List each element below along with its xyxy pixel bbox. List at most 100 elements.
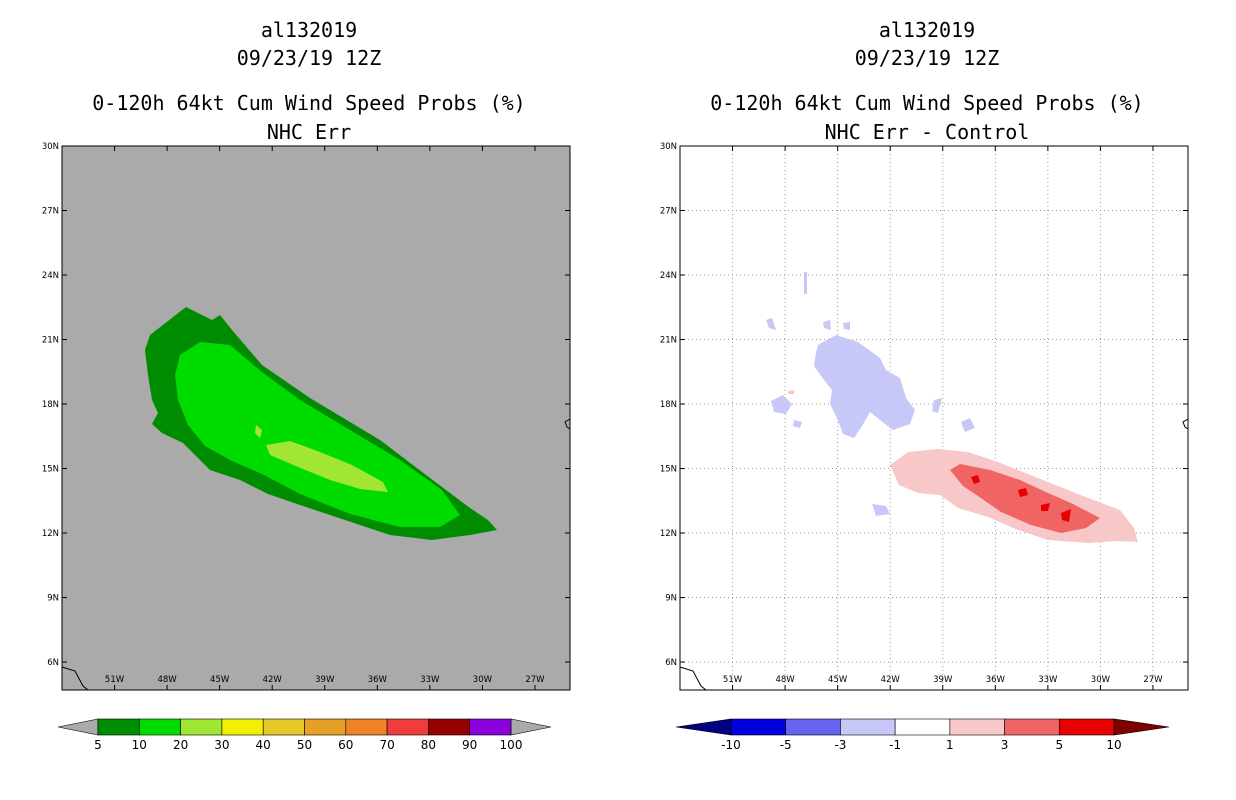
coastline-sa <box>61 666 89 691</box>
storm-id: al132019 <box>878 18 976 42</box>
lon-tick-label: 30W <box>1091 675 1111 685</box>
lat-tick-label: 27N <box>42 207 59 217</box>
lon-tick-label: 39W <box>933 675 953 685</box>
map-right: 51W 48W 45W 42W 39W 36W 33W 30W 27W 30N 27N 24N 21N 1… <box>660 142 1189 752</box>
map-border <box>61 145 571 691</box>
map-left: 51W 48W 45W 42W 39W 36W 33W 30W 27W 30N 27N 24N 21N 1… <box>42 142 571 752</box>
colorbar-box <box>894 718 951 736</box>
colorbar-box <box>97 718 140 736</box>
lon-tick-label: 48W <box>157 675 177 685</box>
colorbar-box <box>785 718 841 736</box>
lon-tick-label: 42W <box>263 675 283 685</box>
contour-neg-1-3-main <box>814 335 915 438</box>
lon-tick-label: 51W <box>105 675 125 685</box>
datetime: 09/23/19 12Z <box>236 46 382 70</box>
lat-tick-label: 9N <box>47 594 59 604</box>
lat-tick-label: 6N <box>47 658 59 668</box>
colorbar-label: -5 <box>780 738 792 752</box>
colorbar-label: 5 <box>1055 738 1063 752</box>
lat-tick-label: 21N <box>42 336 59 346</box>
contour-pos-1-3-dot <box>788 390 794 394</box>
lon-tick-label: 33W <box>1038 675 1058 685</box>
lat-tick-label: 24N <box>660 271 677 281</box>
colorbar-label: 50 <box>297 738 312 752</box>
colorbar-label: -1 <box>889 738 901 752</box>
contour-neg-1-3-dot3 <box>843 322 850 330</box>
colorbar-label: -10 <box>721 738 741 752</box>
colorbar-under-triangle <box>57 718 99 736</box>
contour-neg-1-3-dot4 <box>932 398 942 413</box>
coastline-sa <box>679 666 707 691</box>
colorbar-label: 60 <box>338 738 353 752</box>
lat-tick-label: 30N <box>660 142 677 152</box>
colorbar-label: 20 <box>173 738 188 752</box>
colorbar-box <box>262 718 305 736</box>
axis-ticks-left: 51W 48W 45W 42W 39W 36W 33W 30W 27W 30N 27N 24N 21N 1… <box>42 142 570 690</box>
coastline-africa <box>1182 418 1189 430</box>
storm-id: al132019 <box>260 18 358 42</box>
lon-tick-label: 45W <box>828 675 848 685</box>
contour-neg-1-3-dot1 <box>766 318 776 330</box>
colorbar-box <box>221 718 264 736</box>
colorbar-box <box>386 718 429 736</box>
lat-tick-label: 18N <box>660 400 677 410</box>
lat-tick-label: 18N <box>42 400 59 410</box>
contour-pos-5-10-a <box>971 475 980 484</box>
map-border <box>679 145 1189 691</box>
contour-pos-5-10-b <box>1018 488 1028 497</box>
panel-nhc-err-control: al132019 09/23/19 12Z 0-120h 64kt Cum Wi… <box>618 0 1236 800</box>
colorbar-box <box>949 718 1005 736</box>
chart-title: 0-120h 64kt Cum Wind Speed Probs (%) <box>710 91 1144 115</box>
map-background <box>680 146 1188 690</box>
colorbar-box <box>1004 718 1060 736</box>
colorbar-under-triangle <box>675 718 732 736</box>
colorbar-label: 70 <box>379 738 394 752</box>
colorbar-label: 10 <box>1106 738 1121 752</box>
colorbar-label: 40 <box>256 738 271 752</box>
colorbar-box <box>304 718 347 736</box>
contour-neg-1-3-west <box>771 395 792 414</box>
colorbar-right: -10 -5 -3 -1 1 3 5 10 <box>675 718 1170 752</box>
contour-neg-1-3-dot5 <box>872 504 890 516</box>
contour-10-20 <box>175 342 460 527</box>
contour-neg-1-3-east <box>961 418 975 432</box>
colorbar-box <box>139 718 181 736</box>
contour-neg-1-3-dot2 <box>823 320 831 330</box>
colorbar-box <box>469 718 512 736</box>
colorbar-label: 90 <box>462 738 477 752</box>
map-frame-right <box>679 145 1189 691</box>
lon-tick-label: 51W <box>723 675 743 685</box>
lon-tick-label: 27W <box>525 675 545 685</box>
map-frame-left <box>61 145 571 691</box>
lat-tick-label: 15N <box>660 465 677 475</box>
colorbar-box <box>730 718 787 736</box>
colorbar-box <box>428 718 470 736</box>
lat-tick-label: 27N <box>660 207 677 217</box>
panel-nhc-err: al132019 09/23/19 12Z 0-120h 64kt Cum Wi… <box>42 18 571 752</box>
lat-tick-label: 21N <box>660 336 677 346</box>
colorbar-label: 100 <box>500 738 523 752</box>
lat-tick-label: 30N <box>42 142 59 152</box>
lon-tick-label: 36W <box>368 675 388 685</box>
colorbar-box <box>180 718 223 736</box>
colorbar-label: 30 <box>214 738 229 752</box>
lon-tick-label: 42W <box>881 675 901 685</box>
contour-20-30 <box>266 441 388 492</box>
colorbar-over-triangle <box>1113 718 1170 736</box>
colorbar-label: 1 <box>946 738 954 752</box>
lat-tick-label: 15N <box>42 465 59 475</box>
lon-tick-label: 39W <box>315 675 335 685</box>
chart-subtitle: NHC Err - Control <box>824 120 1030 144</box>
lat-tick-label: 9N <box>665 594 677 604</box>
colorbar-label: 10 <box>132 738 147 752</box>
lat-tick-label: 6N <box>665 658 677 668</box>
chart-title: 0-120h 64kt Cum Wind Speed Probs (%) <box>92 91 526 115</box>
lat-tick-label: 12N <box>660 529 677 539</box>
axis-ticks-right: 51W 48W 45W 42W 39W 36W 33W 30W 27W 30N 27N 24N 21N 1… <box>660 142 1188 690</box>
lon-tick-label: 36W <box>986 675 1006 685</box>
coastline-africa <box>564 418 571 430</box>
contour-pos-5-10-c <box>1041 503 1050 511</box>
colorbar-label: 5 <box>94 738 102 752</box>
contour-pos-5-10-d <box>1061 509 1071 522</box>
lon-tick-label: 33W <box>420 675 440 685</box>
